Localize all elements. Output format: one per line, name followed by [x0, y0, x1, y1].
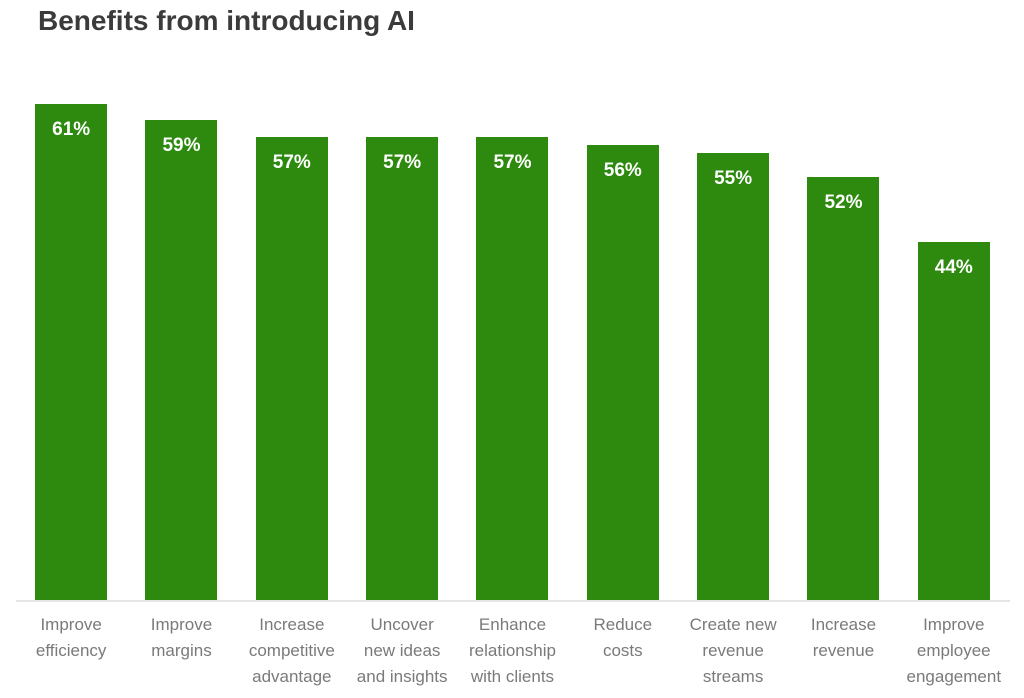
- bar: 57%: [255, 136, 328, 600]
- bar-column: 55%: [678, 104, 788, 600]
- category-label: Increase competitive advantage: [248, 615, 335, 686]
- bar: 57%: [476, 136, 549, 600]
- bar-column: 57%: [457, 104, 567, 600]
- bar: 52%: [807, 177, 880, 600]
- chart-title: Benefits from introducing AI: [38, 5, 415, 36]
- bar-value-label: 55%: [714, 167, 753, 189]
- bar: 61%: [35, 104, 108, 600]
- bar-value-label: 57%: [272, 151, 311, 173]
- category-label: Create new revenue streams: [689, 615, 777, 686]
- bar-column: 44%: [899, 104, 1009, 600]
- bar: 57%: [366, 136, 439, 600]
- category-label: Improve margins: [150, 615, 213, 660]
- bar-value-label: 44%: [934, 257, 973, 279]
- bar-column: 57%: [237, 104, 347, 600]
- bar-value-label: 59%: [162, 135, 201, 157]
- category-label: Reduce costs: [593, 615, 653, 660]
- category-label: Improve employee engagement: [906, 615, 1002, 686]
- bar: 59%: [145, 120, 218, 600]
- plot-area: 61% 59% 57% 57% 57% 56% 55% 52% 44%: [16, 104, 1009, 600]
- bar-value-label: 57%: [383, 151, 422, 173]
- bar: 55%: [697, 152, 770, 600]
- category-label: Increase revenue: [810, 615, 877, 660]
- bar-value-label: 61%: [52, 119, 91, 140]
- category-label: Enhance relationship with clients: [469, 615, 556, 686]
- category-label: Uncover new ideas and insights: [356, 615, 448, 686]
- bar-column: 61%: [16, 104, 126, 600]
- bar: 44%: [917, 242, 990, 600]
- bar-column: 56%: [568, 104, 678, 600]
- category-label: Improve efficiency: [35, 615, 107, 660]
- bar-value-label: 52%: [824, 192, 863, 214]
- bar-value-label: 57%: [493, 151, 532, 173]
- bar-value-label: 56%: [603, 159, 642, 181]
- bar-column: 59%: [126, 104, 236, 600]
- x-axis-line: [16, 600, 1010, 602]
- bar: 56%: [586, 144, 659, 600]
- bar-column: 52%: [788, 104, 898, 600]
- category-axis: Improve efficiency Improve margins Increas…: [16, 612, 1009, 690]
- bar-column: 57%: [347, 104, 457, 600]
